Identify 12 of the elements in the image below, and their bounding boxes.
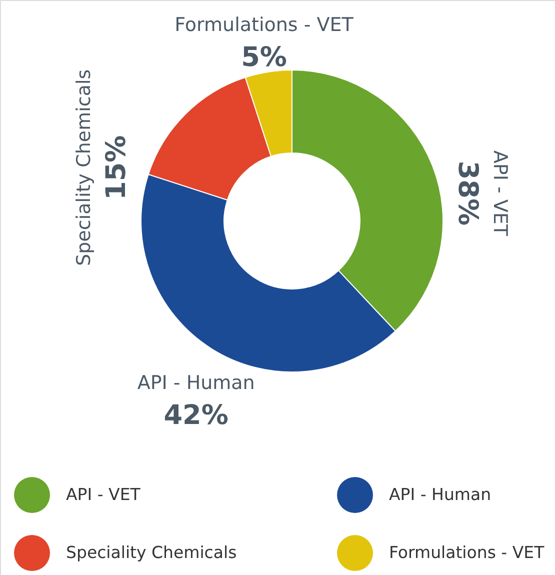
legend-label: Speciality Chemicals bbox=[66, 543, 237, 562]
data-label: 38% bbox=[452, 160, 483, 226]
legend-label: API - Human bbox=[389, 485, 492, 504]
data-label: 5% bbox=[241, 42, 287, 73]
slice-label: API - Human bbox=[137, 372, 255, 394]
data-label: 42% bbox=[164, 400, 228, 431]
data-label: 15% bbox=[101, 135, 132, 200]
slice-label: Speciality Chemicals bbox=[73, 69, 95, 266]
legend-label: Formulations - VET bbox=[389, 543, 546, 562]
slice-label: API - VET bbox=[489, 150, 511, 236]
legend-label: API - VET bbox=[66, 485, 142, 504]
slice-label: Formulations - VET bbox=[174, 14, 354, 36]
